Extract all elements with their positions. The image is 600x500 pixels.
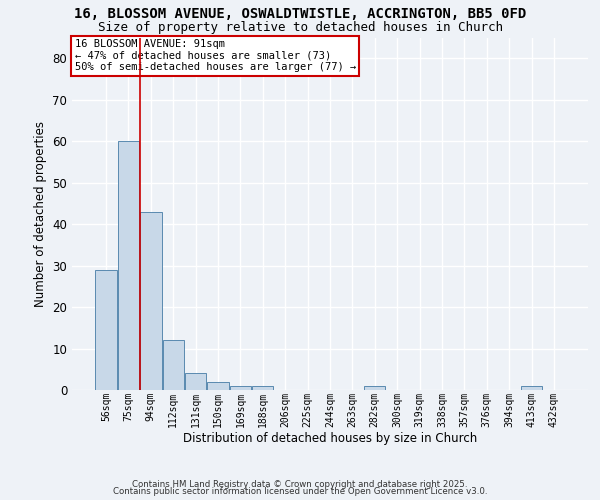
- Text: 16 BLOSSOM AVENUE: 91sqm
← 47% of detached houses are smaller (73)
50% of semi-d: 16 BLOSSOM AVENUE: 91sqm ← 47% of detach…: [74, 40, 356, 72]
- Text: 16, BLOSSOM AVENUE, OSWALDTWISTLE, ACCRINGTON, BB5 0FD: 16, BLOSSOM AVENUE, OSWALDTWISTLE, ACCRI…: [74, 8, 526, 22]
- Bar: [521, 386, 542, 390]
- Bar: [95, 270, 117, 390]
- Bar: [163, 340, 184, 390]
- Y-axis label: Number of detached properties: Number of detached properties: [34, 120, 47, 306]
- Bar: [252, 386, 274, 390]
- Text: Size of property relative to detached houses in Church: Size of property relative to detached ho…: [97, 21, 503, 34]
- Text: Contains public sector information licensed under the Open Government Licence v3: Contains public sector information licen…: [113, 488, 487, 496]
- Bar: [140, 212, 161, 390]
- Bar: [364, 386, 385, 390]
- Bar: [230, 386, 251, 390]
- Bar: [118, 141, 139, 390]
- Text: Contains HM Land Registry data © Crown copyright and database right 2025.: Contains HM Land Registry data © Crown c…: [132, 480, 468, 489]
- Bar: [208, 382, 229, 390]
- Bar: [185, 374, 206, 390]
- X-axis label: Distribution of detached houses by size in Church: Distribution of detached houses by size …: [183, 432, 477, 445]
